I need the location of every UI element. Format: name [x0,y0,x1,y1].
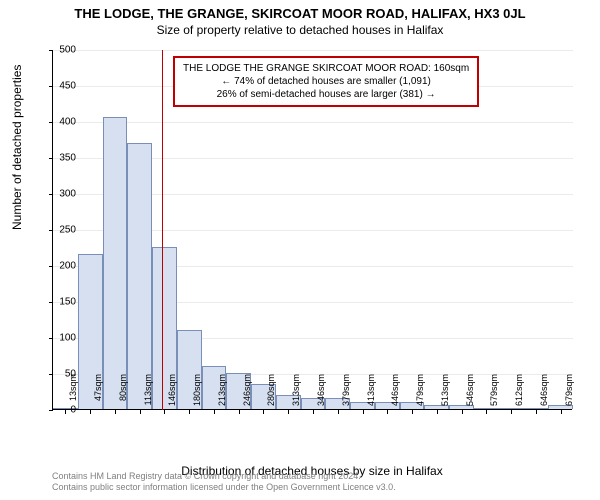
chart-title-sub: Size of property relative to detached ho… [0,21,600,37]
y-tick-label: 200 [46,261,76,272]
x-tick-label: 546sqm [465,374,475,414]
y-tick-label: 100 [46,333,76,344]
x-tick-mark [140,410,141,414]
x-tick-mark [214,410,215,414]
histogram-bar [103,117,128,409]
x-tick-mark [561,410,562,414]
x-tick-mark [90,410,91,414]
x-tick-label: 113sqm [143,374,153,414]
x-tick-label: 479sqm [415,374,425,414]
chart-area: 13sqm47sqm80sqm113sqm146sqm180sqm213sqm2… [52,50,572,410]
grid-line [53,50,573,51]
x-tick-mark [239,410,240,414]
y-tick-label: 350 [46,153,76,164]
x-tick-mark [412,410,413,414]
x-tick-mark [536,410,537,414]
x-tick-mark [288,410,289,414]
footer-attribution: Contains HM Land Registry data © Crown c… [52,471,396,494]
x-tick-mark [511,410,512,414]
annotation-line: THE LODGE THE GRANGE SKIRCOAT MOOR ROAD:… [183,62,469,75]
x-tick-label: 379sqm [341,374,351,414]
x-tick-label: 47sqm [93,374,103,414]
x-tick-mark [437,410,438,414]
x-tick-label: 446sqm [390,374,400,414]
x-tick-label: 313sqm [291,374,301,414]
x-tick-mark [338,410,339,414]
y-tick-label: 300 [46,189,76,200]
x-tick-mark [313,410,314,414]
x-tick-label: 346sqm [316,374,326,414]
histogram-bar [127,143,152,409]
y-tick-label: 150 [46,297,76,308]
x-tick-mark [387,410,388,414]
x-tick-mark [462,410,463,414]
y-tick-label: 250 [46,225,76,236]
x-tick-label: 146sqm [167,374,177,414]
x-tick-label: 646sqm [539,374,549,414]
y-tick-label: 450 [46,81,76,92]
x-tick-label: 80sqm [118,374,128,414]
plot-region: 13sqm47sqm80sqm113sqm146sqm180sqm213sqm2… [52,50,572,410]
annotation-line: ← 74% of detached houses are smaller (1,… [183,75,469,88]
x-tick-mark [115,410,116,414]
x-tick-mark [164,410,165,414]
x-tick-label: 612sqm [514,374,524,414]
x-tick-mark [363,410,364,414]
x-tick-label: 246sqm [242,374,252,414]
y-tick-label: 400 [46,117,76,128]
x-tick-label: 679sqm [564,374,574,414]
x-tick-label: 180sqm [192,374,202,414]
footer-line-2: Contains public sector information licen… [52,482,396,494]
x-tick-label: 413sqm [366,374,376,414]
x-tick-label: 513sqm [440,374,450,414]
y-tick-label: 0 [46,405,76,416]
reference-line [162,50,163,410]
y-tick-label: 500 [46,45,76,56]
y-tick-label: 50 [46,369,76,380]
x-tick-label: 280sqm [266,374,276,414]
x-tick-mark [189,410,190,414]
chart-title-main: THE LODGE, THE GRANGE, SKIRCOAT MOOR ROA… [0,0,600,21]
x-tick-mark [486,410,487,414]
y-axis-label: Number of detached properties [10,65,24,230]
x-tick-label: 579sqm [489,374,499,414]
annotation-line: 26% of semi-detached houses are larger (… [183,88,469,101]
x-tick-mark [263,410,264,414]
annotation-box: THE LODGE THE GRANGE SKIRCOAT MOOR ROAD:… [173,56,479,107]
x-tick-label: 213sqm [217,374,227,414]
grid-line [53,122,573,123]
footer-line-1: Contains HM Land Registry data © Crown c… [52,471,396,483]
